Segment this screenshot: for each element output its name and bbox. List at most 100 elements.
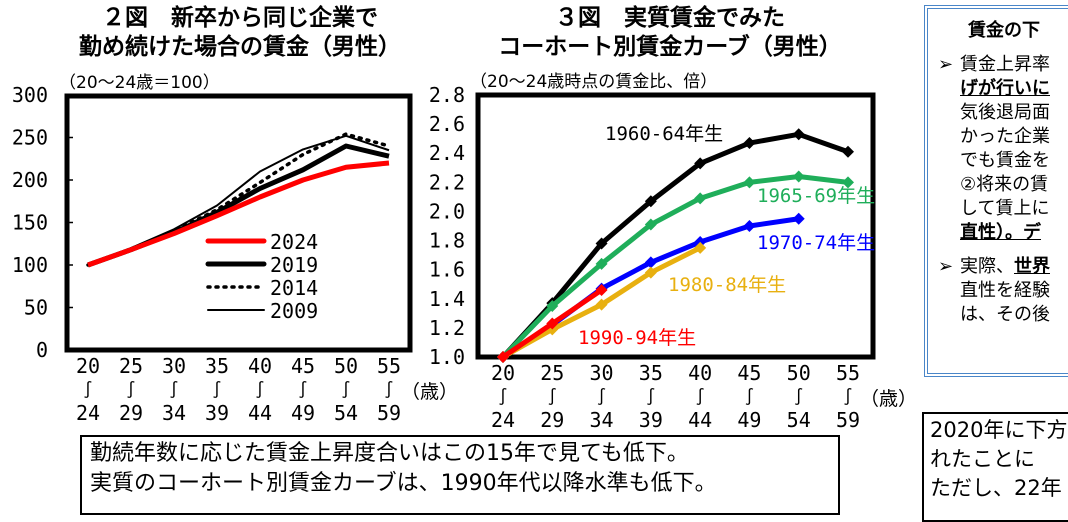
x-tick-wave: ∫ (298, 380, 308, 399)
y-tick-label: 2.2 (429, 170, 465, 194)
y-tick-label: 300 (12, 83, 48, 107)
title-line: ３図 実質賃金でみた (555, 5, 785, 31)
note-line: 勤続年数に応じた賃金上昇度合いはこの15年で見ても低下。 (90, 441, 689, 466)
data-point (546, 300, 559, 313)
x-tick-label: 39 (639, 408, 663, 432)
x-tick-label: 25 (540, 361, 564, 385)
side-panel: 賃金の下 ➢ 賃金上昇率 げが行いに 気後退局面 かった企業 でも賃金を ②将来… (924, 5, 1068, 377)
legend-label: 2009 (270, 299, 318, 323)
text-line: れたことに (930, 447, 1035, 471)
x-tick-wave: ∫ (646, 387, 656, 406)
x-tick-label: 20 (76, 354, 100, 378)
legend-label: 2024 (270, 230, 318, 254)
text-line: 賃金上昇率 (960, 54, 1050, 75)
x-tick-label: 40 (248, 354, 272, 378)
data-point (595, 284, 608, 297)
series-label: 1970-74年生 (757, 232, 875, 254)
x-tick-label: 29 (540, 408, 564, 432)
data-point (792, 128, 805, 141)
data-point (842, 176, 854, 189)
legend-label: 2014 (270, 276, 318, 300)
x-tick-wave: ∫ (126, 380, 136, 399)
plot-frame (64, 93, 413, 353)
x-tick-label: 44 (688, 408, 712, 432)
text-line: ②将来の賃 (960, 174, 1049, 195)
x-tick-label: 45 (291, 354, 315, 378)
y-tick-label: 1.2 (429, 316, 465, 340)
y-axis-label: （20～24歳時点の賃金比、倍） (470, 72, 717, 92)
y-tick-label: 1.4 (429, 287, 465, 311)
y-tick-label: 2.8 (429, 83, 465, 107)
x-tick-label: 49 (291, 401, 315, 425)
text-line: 実際、 (960, 256, 1014, 277)
text-line: 気後退局面 (960, 102, 1050, 123)
charts-canvas: （20～24歳＝100） 0 50 100 150 200 250 300 20 ∫ 24 25 ∫ 29… (12, 72, 917, 432)
x-tick-wave: ∫ (695, 387, 705, 406)
title-line: コーホート別賃金カーブ（男性） (498, 34, 842, 60)
series-label: 1990-94年生 (578, 327, 696, 349)
series-line-1965-69年生 (501, 174, 849, 359)
x-tick-wave: ∫ (341, 380, 351, 399)
data-point (595, 298, 608, 311)
x-tick-label: 35 (205, 354, 229, 378)
y-tick-label: 100 (12, 253, 48, 277)
x-unit-label: （歳） (401, 381, 458, 403)
y-tick-label: 150 (12, 211, 48, 235)
x-tick-label: 55 (836, 361, 860, 385)
side-bullet-2: ➢ 実際、世界 直性を経験 は、その後 (938, 255, 1068, 327)
data-point (694, 157, 707, 170)
x-tick-label: 59 (377, 401, 401, 425)
x-tick-label: 39 (205, 401, 229, 425)
x-tick-label: 35 (639, 361, 663, 385)
series-line-2024 (87, 160, 390, 268)
title-line: 勤め続けた場合の賃金（男性） (79, 34, 401, 60)
y-tick-label: 2.4 (429, 141, 465, 165)
plot-frame (475, 92, 876, 360)
data-point (546, 317, 559, 330)
y-axis-label: （20～24歳＝100） (59, 73, 220, 93)
arrow-bullet-icon: ➢ (938, 256, 954, 277)
x-tick-wave: ∫ (597, 387, 607, 406)
x-tick-wave: ∫ (83, 380, 93, 399)
x-unit-label: （歳） (860, 388, 917, 410)
x-tick-wave: ∫ (212, 380, 222, 399)
y-tick-label: 250 (12, 126, 48, 150)
chart2-title: ２図 新卒から同じ企業で 勤め続けた場合の賃金（男性） (40, 4, 440, 62)
data-point (792, 170, 805, 183)
series-label: 1960-64年生 (605, 123, 723, 145)
data-point (644, 195, 657, 208)
x-tick-label: 59 (836, 408, 860, 432)
data-point (694, 192, 707, 205)
y-tick-label: 1.6 (429, 258, 465, 282)
data-point (694, 241, 707, 254)
text-line: 2020年に下方 (930, 418, 1068, 442)
side-bullet-1: ➢ 賃金上昇率 げが行いに 気後退局面 かった企業 でも賃金を ②将来の賃 して… (938, 53, 1068, 245)
x-tick-label: 55 (377, 354, 401, 378)
data-point (644, 218, 657, 231)
x-tick-label: 54 (787, 408, 811, 432)
y-tick-label: 200 (12, 168, 48, 192)
x-tick-label: 50 (334, 354, 358, 378)
series-line-1960-64年生 (501, 131, 849, 359)
y-tick-label: 50 (24, 296, 48, 320)
x-tick-label: 54 (334, 401, 358, 425)
x-tick-wave: ∫ (255, 380, 265, 399)
data-point (743, 176, 756, 189)
y-tick-label: 2.6 (429, 112, 465, 136)
x-tick-label: 44 (248, 401, 272, 425)
arrow-bullet-icon: ➢ (938, 54, 954, 75)
x-tick-wave: ∫ (843, 387, 853, 406)
x-tick-label: 50 (787, 361, 811, 385)
note-line: 実質のコーホート別賃金カーブは、1990年代以降水準も低下。 (90, 471, 717, 496)
x-tick-label: 34 (590, 408, 614, 432)
text-line: かった企業 (960, 126, 1050, 147)
x-tick-wave: ∫ (169, 380, 179, 399)
text-line: でも賃金を (960, 150, 1050, 171)
text-line: は、その後 (960, 304, 1050, 325)
x-tick-label: 24 (491, 408, 515, 432)
series-label: 1980-84年生 (668, 274, 786, 296)
data-point (792, 212, 805, 225)
x-tick-label: 30 (162, 354, 186, 378)
y-tick-label: 1.0 (429, 345, 465, 369)
series-line-2014 (86, 132, 391, 267)
